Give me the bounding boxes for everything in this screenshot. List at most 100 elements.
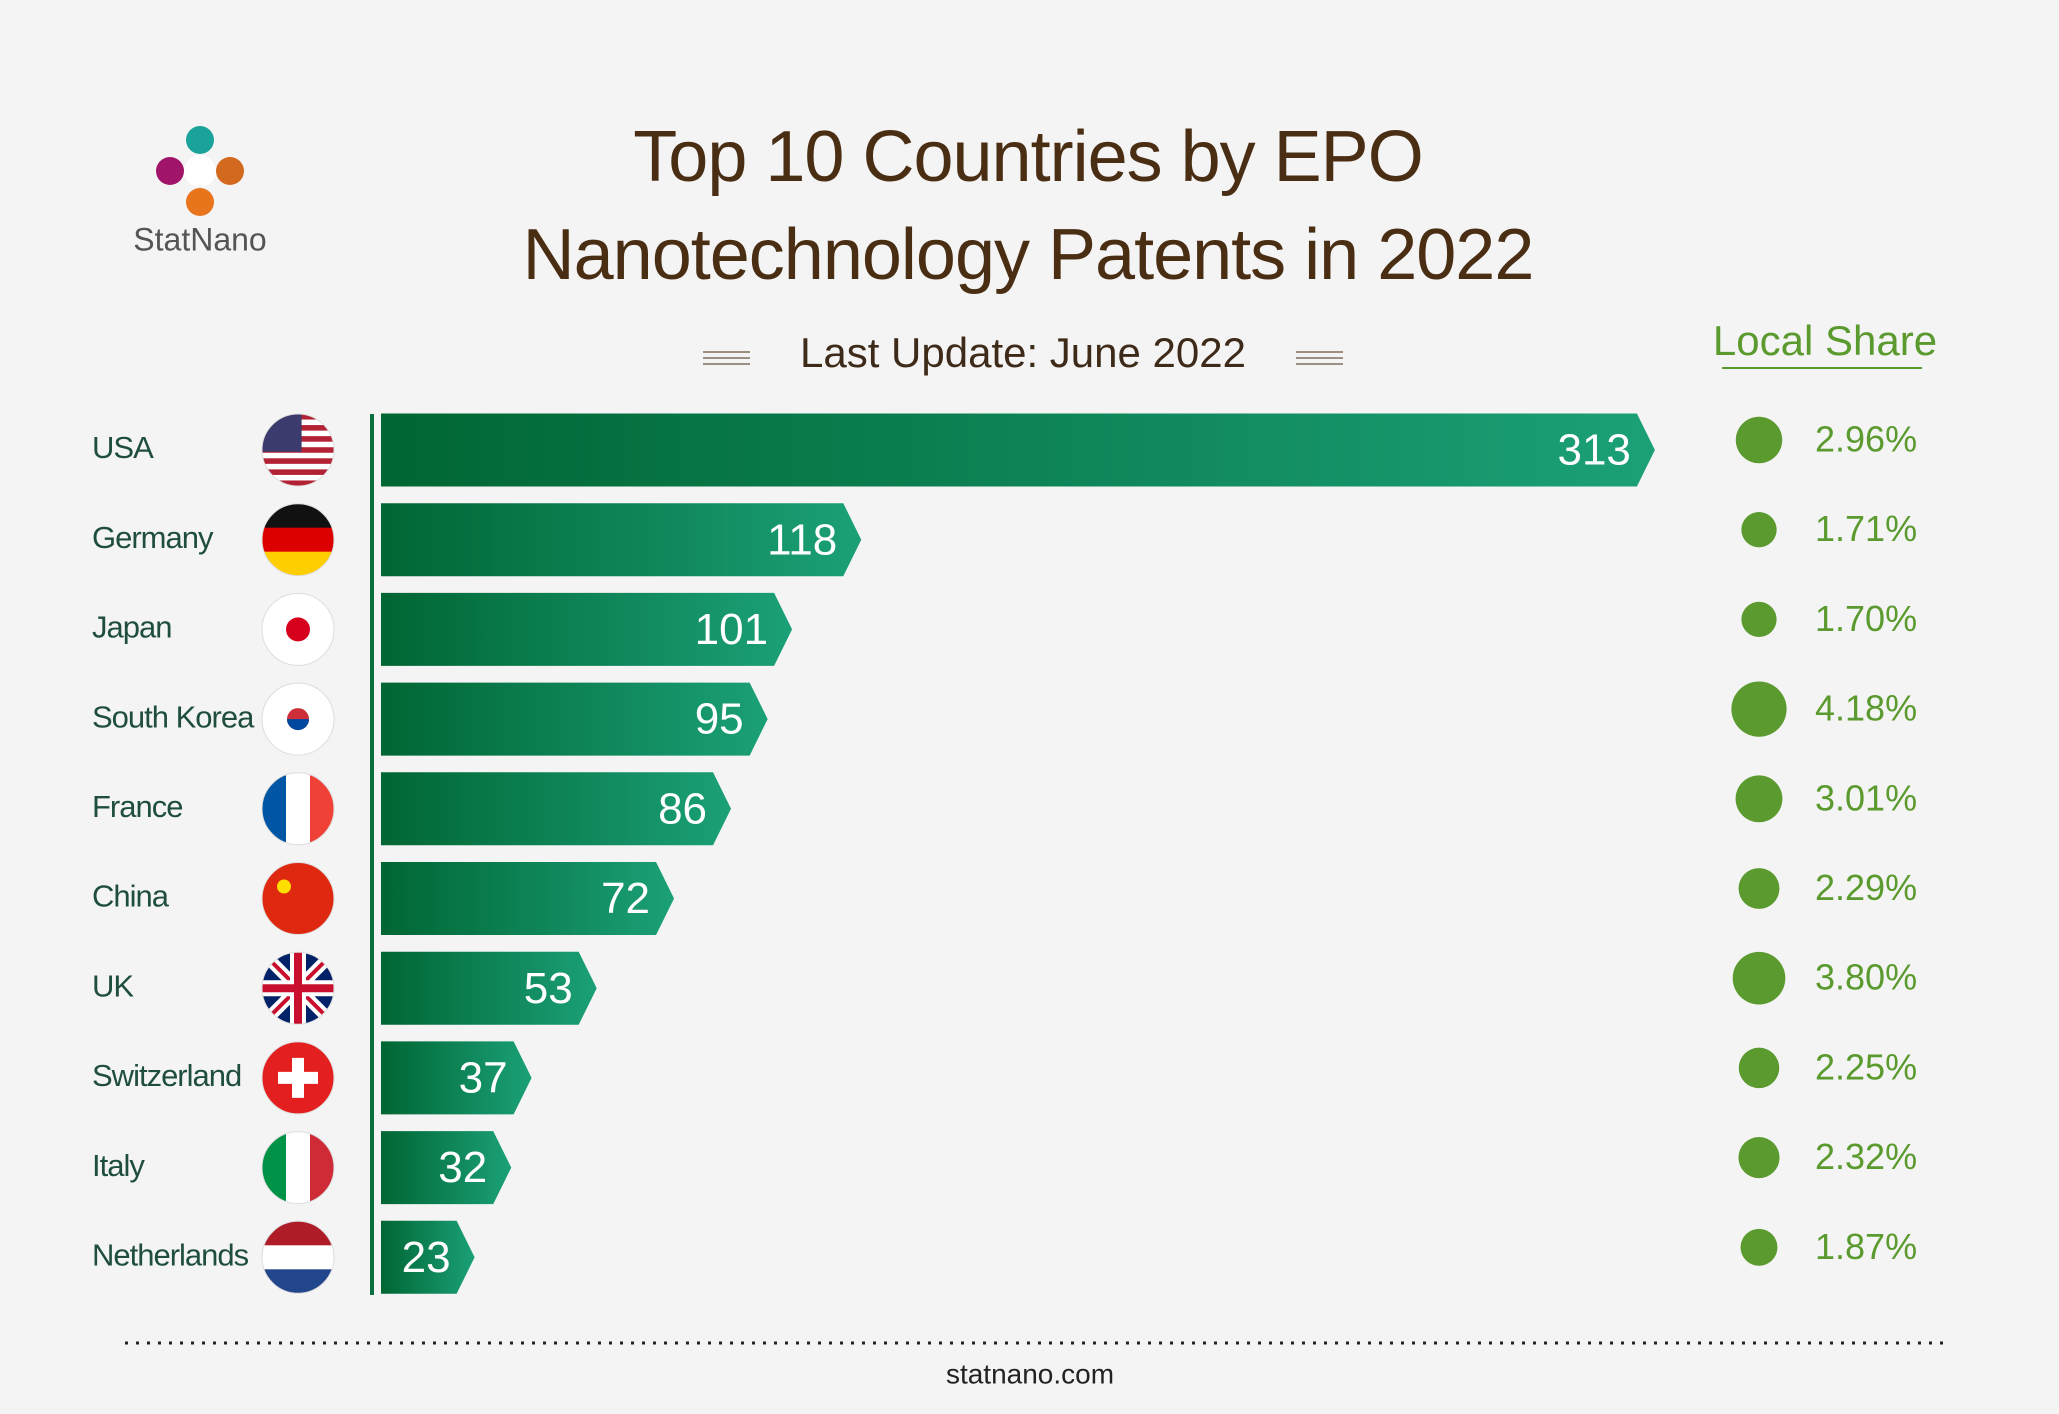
bar-value-label: 118: [767, 515, 837, 564]
bar: [381, 862, 675, 935]
share-bubble: [1741, 601, 1777, 638]
share-bubble: [1740, 1228, 1778, 1266]
share-bubble: [1741, 512, 1777, 548]
bar: [381, 1041, 532, 1115]
category-label: Netherlands: [92, 1237, 249, 1272]
bar: [381, 682, 768, 756]
subtitle: Last Update: June 2022: [800, 329, 1246, 376]
category-label: Italy: [92, 1148, 145, 1183]
flag-rim: [261, 951, 335, 1025]
share-bubble: [1731, 681, 1787, 737]
flag-rim: [261, 503, 335, 577]
flag-rim: [261, 1041, 335, 1115]
category-label: Japan: [92, 610, 171, 645]
flag-stripe: [262, 458, 334, 465]
flag-stripe: [262, 527, 334, 553]
flag-rim: [261, 592, 335, 666]
share-label: 3.01%: [1815, 777, 1917, 818]
flag-rim: [261, 682, 335, 756]
bar-value-label: 313: [1557, 426, 1630, 475]
bar-value-label: 72: [601, 874, 650, 923]
flag-disc: [287, 719, 309, 731]
flag: [262, 952, 334, 1025]
share-bubble: [1735, 416, 1783, 464]
flag-stripe: [262, 1269, 334, 1294]
flag-canton: [262, 414, 302, 452]
flag-stripe: [262, 463, 334, 471]
bar-value-label: 101: [695, 605, 768, 654]
flag-cross: [262, 952, 334, 1025]
flag-field: [262, 862, 334, 935]
flag-stripe: [262, 503, 334, 529]
bar: [381, 951, 597, 1025]
share-label: 3.80%: [1815, 957, 1917, 998]
share-label: 2.96%: [1815, 419, 1917, 460]
flag-rim: [261, 1220, 335, 1294]
flag-stripe: [262, 1131, 287, 1204]
share-label: 1.70%: [1815, 598, 1917, 639]
flag-stripe: [286, 1131, 311, 1204]
flag-stripe: [262, 480, 334, 486]
flag-rim: [261, 1131, 335, 1205]
flag-stripe: [262, 1221, 334, 1247]
bar-value-label: 95: [695, 695, 744, 744]
subtitle-decoration: [703, 351, 1343, 365]
bar-value-label: 37: [459, 1054, 508, 1103]
flag-disc: [286, 617, 310, 642]
bar: [381, 1220, 475, 1294]
share-label: 4.18%: [1815, 688, 1917, 729]
category-label: China: [92, 879, 170, 914]
share-bubble: [1738, 868, 1780, 909]
share-bubble: [1738, 1137, 1780, 1179]
flag: [262, 862, 334, 935]
bar: [381, 1131, 512, 1205]
flag-rim: [261, 772, 335, 846]
share-label: 2.32%: [1815, 1136, 1917, 1177]
category-label: Germany: [92, 520, 214, 555]
share-bubble: [1735, 775, 1783, 823]
bar: [381, 592, 793, 666]
bar: [381, 413, 1655, 487]
flag-stripe: [262, 772, 287, 845]
bar-value-label: 23: [402, 1233, 451, 1282]
flag-stripe: [310, 772, 334, 845]
flag: [262, 414, 334, 486]
flag-stripe: [262, 551, 334, 576]
flag-stripe: [262, 1245, 334, 1271]
category-label: France: [92, 789, 182, 824]
bar: [381, 503, 862, 577]
flag: [262, 683, 334, 756]
share-label: 1.87%: [1815, 1226, 1917, 1267]
share-label: 2.29%: [1815, 867, 1917, 908]
category-label: Switzerland: [92, 1058, 241, 1093]
flag-stripe: [310, 1131, 334, 1204]
share-label: 2.25%: [1815, 1046, 1917, 1087]
flag-stripe: [286, 772, 311, 845]
flag: [262, 593, 334, 666]
flag-rim: [261, 862, 335, 935]
share-bubble: [1732, 951, 1786, 1005]
share-bubble: [1738, 1047, 1780, 1089]
logo-text: StatNano: [133, 221, 266, 257]
bar: [381, 772, 732, 846]
bar-value-label: 86: [658, 784, 707, 833]
footer: statnano.com: [946, 1358, 1114, 1389]
flag-stripe: [262, 469, 334, 476]
flag: [262, 1041, 334, 1114]
flag-stripe: [262, 474, 334, 482]
flag-rim: [261, 413, 335, 487]
flag-cross: [278, 1057, 318, 1098]
logo-mark: [156, 126, 244, 216]
share-title: Local Share: [1713, 317, 1937, 364]
chart-title: Top 10 Countries by EPO Nanotechnology P…: [522, 117, 1535, 295]
flag-star: [277, 879, 291, 894]
category-label: USA: [92, 430, 154, 465]
bar-value-label: 32: [438, 1143, 487, 1192]
flag-stripe: [262, 452, 334, 460]
share-label: 1.71%: [1815, 508, 1917, 549]
category-label: UK: [92, 968, 134, 1003]
bar-value-label: 53: [524, 964, 573, 1013]
category-label: South Korea: [92, 699, 255, 734]
